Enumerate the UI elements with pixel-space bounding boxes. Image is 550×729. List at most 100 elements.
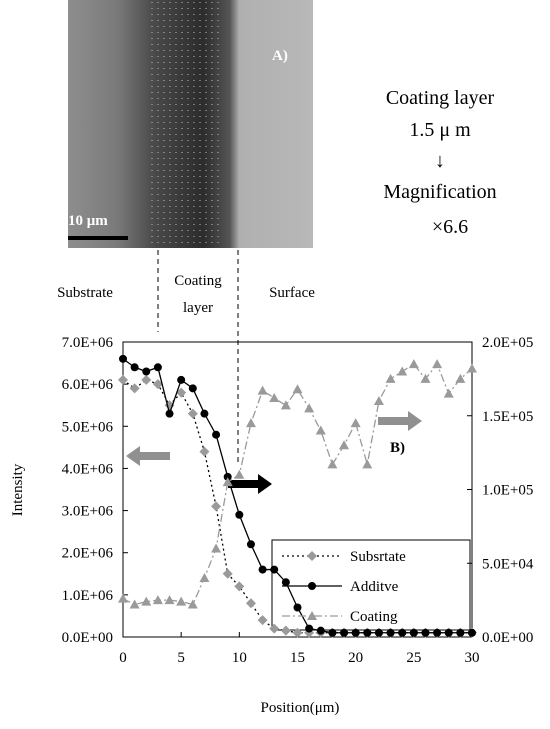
marker (257, 385, 268, 395)
marker (269, 623, 280, 634)
marker (316, 626, 325, 635)
note: ↓ (435, 150, 445, 172)
annotation: B) (390, 440, 405, 456)
legend-label: Additve (350, 579, 399, 595)
marker (222, 477, 233, 487)
y2-tick-label: 1.0E+05 (482, 483, 533, 499)
x-axis-title: Position(μm) (261, 700, 340, 716)
marker (212, 430, 221, 439)
marker (129, 383, 140, 394)
marker (211, 501, 222, 512)
marker (362, 459, 373, 469)
marker (165, 409, 174, 418)
marker (374, 628, 383, 637)
marker (280, 625, 291, 636)
marker (118, 374, 128, 385)
marker (292, 384, 303, 394)
marker (350, 418, 361, 428)
x-tick-label: 5 (177, 650, 185, 666)
marker (187, 408, 198, 419)
note: Coating layer (386, 87, 495, 109)
region-label: Surface (269, 285, 315, 301)
y-tick-label: 7.0E+06 (62, 335, 114, 351)
y-tick-label: 0.0E+00 (62, 630, 113, 646)
marker (164, 595, 175, 605)
marker (130, 363, 139, 372)
marker (304, 403, 315, 413)
marker (246, 540, 255, 549)
legend-marker (307, 551, 317, 561)
marker (444, 628, 453, 637)
marker (270, 565, 279, 574)
marker (340, 628, 349, 637)
x-tick-label: 0 (119, 650, 127, 666)
x-tick-label: 25 (406, 650, 421, 666)
marker (398, 628, 407, 637)
y2-tick-label: 1.5E+05 (482, 409, 533, 425)
marker (385, 373, 396, 383)
marker (153, 363, 162, 372)
y-tick-label: 5.0E+06 (62, 419, 114, 435)
marker (269, 393, 280, 403)
marker (468, 628, 476, 637)
x-tick-label: 30 (465, 650, 480, 666)
marker (211, 543, 222, 553)
marker (455, 373, 466, 383)
marker (443, 388, 454, 398)
note: ×6.6 (432, 216, 468, 238)
marker (456, 628, 465, 637)
marker (305, 624, 314, 633)
micrograph-texture (150, 0, 220, 248)
marker (257, 615, 268, 626)
marker (129, 599, 140, 609)
y-axis-title: Intensity (10, 463, 26, 516)
marker (152, 379, 163, 390)
legend-marker (308, 582, 316, 590)
x-tick-label: 20 (348, 650, 363, 666)
arrow (228, 474, 272, 494)
region-label: layer (183, 300, 213, 316)
marker (327, 459, 338, 469)
marker (223, 472, 232, 481)
marker (280, 400, 291, 410)
marker (141, 596, 152, 606)
marker (199, 573, 210, 582)
arrow (378, 411, 422, 431)
marker (408, 359, 419, 369)
legend-label: Coating (350, 609, 398, 625)
marker (119, 354, 127, 363)
marker (363, 628, 372, 637)
x-tick-label: 10 (232, 650, 247, 666)
marker (222, 568, 233, 579)
marker (292, 627, 303, 638)
marker (421, 628, 430, 637)
y-tick-label: 3.0E+06 (62, 504, 114, 520)
marker (339, 440, 350, 450)
marker (234, 581, 245, 592)
scale-bar (68, 236, 128, 240)
marker (245, 418, 256, 428)
y-tick-label: 6.0E+06 (62, 377, 114, 393)
marker (177, 375, 186, 384)
y2-tick-label: 2.0E+05 (482, 335, 533, 351)
marker (420, 373, 431, 383)
marker (315, 425, 326, 435)
marker (245, 598, 256, 609)
marker (235, 510, 244, 519)
y2-tick-label: 0.0E+00 (482, 630, 533, 646)
legend-marker (307, 611, 317, 620)
marker (142, 367, 151, 376)
marker (187, 599, 198, 609)
marker (433, 628, 442, 637)
y2-tick-label: 5.0E+04 (482, 556, 534, 572)
marker (258, 565, 267, 574)
marker (351, 628, 360, 637)
marker (409, 628, 418, 637)
marker (386, 628, 395, 637)
marker (200, 409, 209, 418)
marker (199, 446, 210, 457)
panel-label: A) (272, 48, 288, 64)
region-label: Substrate (57, 285, 113, 301)
